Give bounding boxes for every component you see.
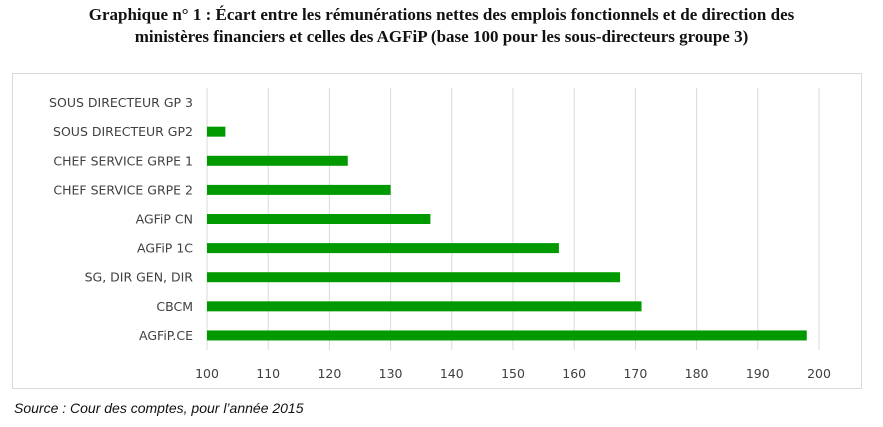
bar [207,272,621,283]
category-label: AGFiP CN [136,212,193,227]
x-tick-label: 140 [440,366,464,381]
x-tick-label: 130 [379,366,403,381]
x-tick-label: 160 [562,366,586,381]
bar [207,184,391,195]
category-label: SOUS DIRECTEUR GP 3 [49,95,193,110]
bar [207,330,807,341]
category-label: AGFiP 1C [137,241,193,256]
source-note: Source : Cour des comptes, pour l’année … [14,400,304,416]
bar-chart: 100 110 120 130 140 150 160 170 180 190 200 SOUS DI… [49,88,831,381]
x-tick-label: 170 [623,366,647,381]
bar [207,301,642,312]
x-tick-label: 180 [685,366,709,381]
bar [207,243,559,254]
category-label: CHEF SERVICE GRPE 1 [53,153,193,168]
chart-title-line-1: Graphique n° 1 : Écart entre les rémunér… [88,5,795,24]
chart-title-line-2: ministères financiers et celles des AGFi… [134,27,749,46]
bar [207,126,226,137]
x-tick-label: 150 [501,366,525,381]
x-tick-label: 100 [195,366,219,381]
chart-title: Graphique n° 1 : Écart entre les rémunér… [0,4,883,48]
bar [207,214,431,224]
x-tick-label: 200 [807,366,831,381]
category-label: CBCM [156,299,193,314]
x-tick-label: 190 [746,366,770,381]
category-label: CHEF SERVICE GRPE 2 [53,182,193,197]
category-label: AGFiP.CE [139,328,193,343]
bar [207,155,348,166]
x-tick-label: 110 [256,366,280,381]
category-label: SOUS DIRECTEUR GP2 [53,124,193,139]
chart-frame: 100 110 120 130 140 150 160 170 180 190 200 SOUS DI… [12,73,862,389]
category-label: SG, DIR GEN, DIR [85,270,194,285]
x-tick-label: 120 [317,366,341,381]
